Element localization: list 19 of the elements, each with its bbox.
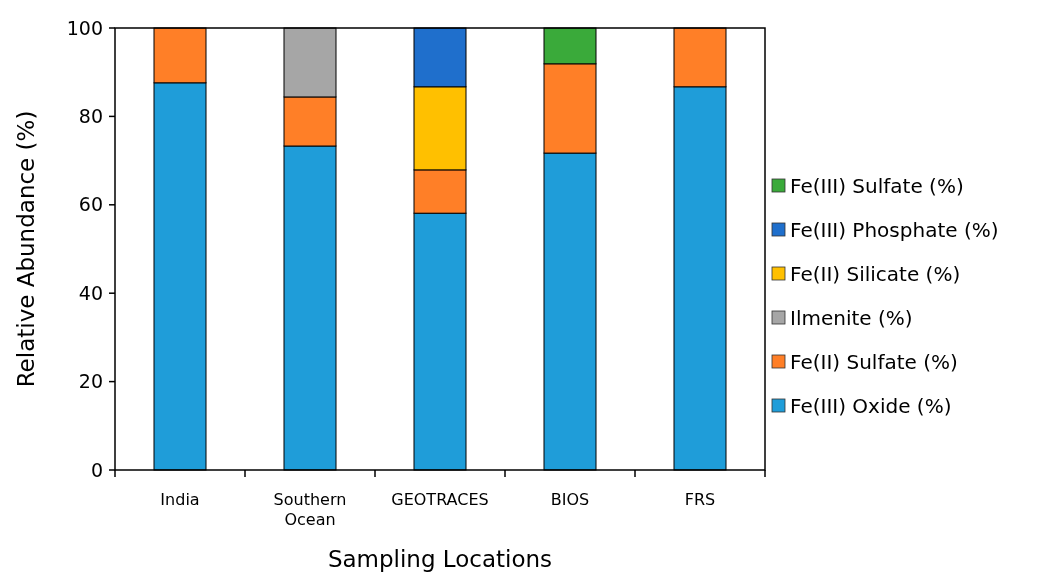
y-axis-title: Relative Abundance (%): [13, 110, 39, 388]
legend-label: Fe(III) Oxide (%): [790, 394, 952, 418]
legend-label: Ilmenite (%): [790, 306, 913, 330]
x-tick-label: Southern Ocean: [273, 490, 347, 529]
legend-label: Fe(III) Phosphate (%): [790, 218, 999, 242]
y-tick-label: 0: [90, 458, 103, 481]
x-tick-label: India: [160, 490, 200, 509]
legend-label: Fe(III) Sulfate (%): [790, 174, 964, 198]
x-axis-title: Sampling Locations: [327, 546, 553, 572]
y-tick-label: 40: [78, 281, 103, 304]
y-tick-label: 100: [66, 16, 103, 39]
y-tick-label: 80: [78, 105, 103, 128]
y-tick-label: 20: [78, 370, 103, 393]
x-tick-label: FRS: [684, 490, 716, 509]
y-tick-label: 60: [78, 193, 103, 216]
x-tick-label: GEOTRACES: [391, 490, 489, 509]
x-tick-label: BIOS: [550, 490, 590, 509]
legend-label: Fe(II) Silicate (%): [790, 262, 961, 286]
legend-label: Fe(II) Sulfate (%): [790, 350, 958, 374]
